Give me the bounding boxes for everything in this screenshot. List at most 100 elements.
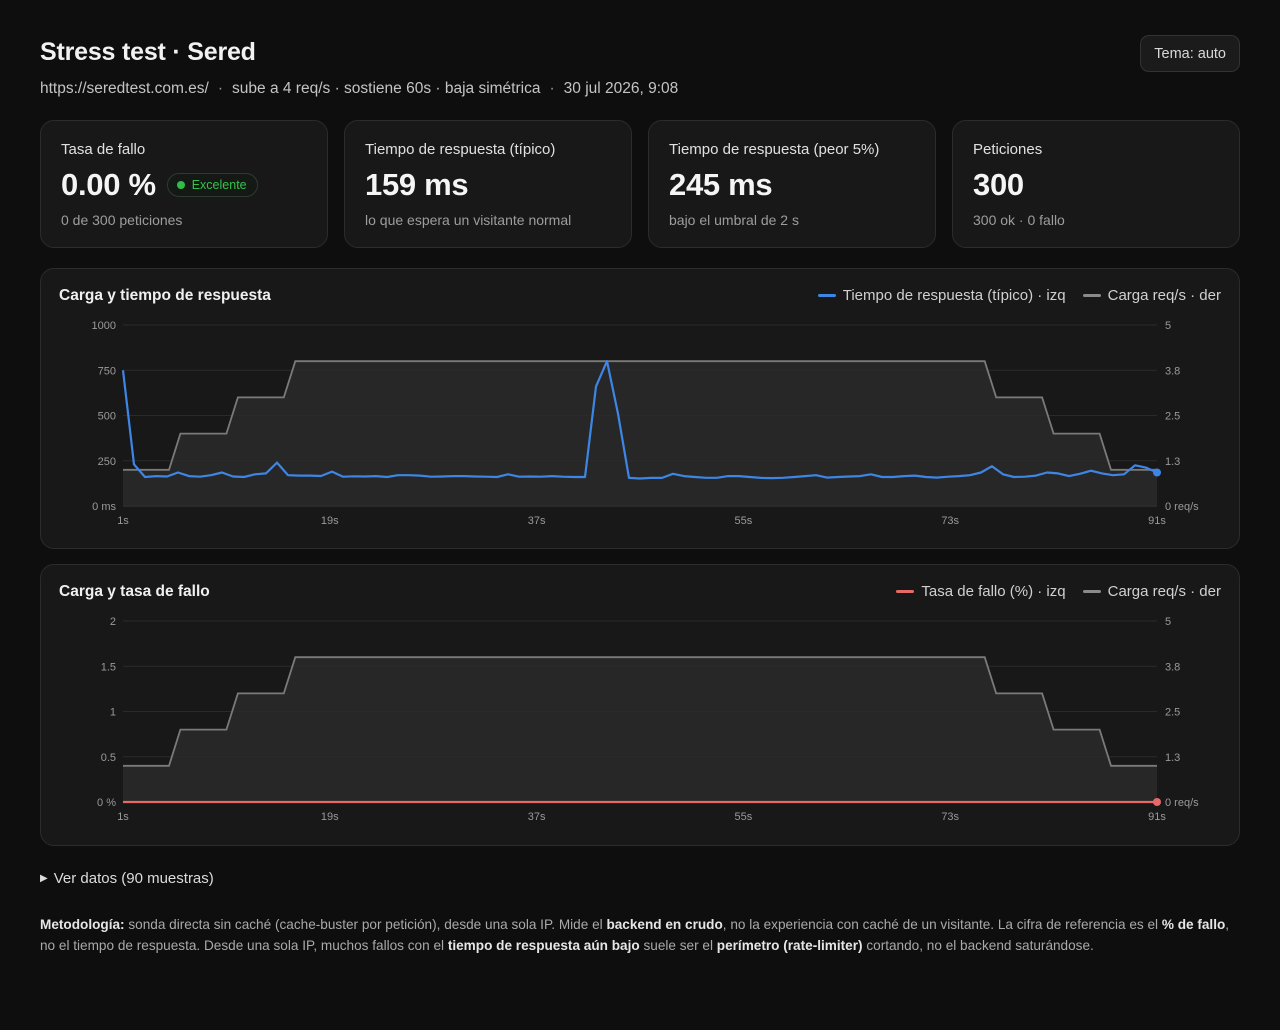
chart-legend: Tasa de fallo (%) · izq Carga req/s · de… xyxy=(879,583,1221,600)
legend-swatch-icon xyxy=(896,590,915,593)
legend-label: Carga req/s · der xyxy=(1107,287,1221,304)
card-requests: Peticiones 300 300 ok · 0 fallo xyxy=(952,120,1240,248)
methodology-emphasis: perímetro (rate-limiter) xyxy=(716,938,863,953)
details-toggle[interactable]: ▶ Ver datos (90 muestras) xyxy=(40,870,214,887)
x-tick-label: 55s xyxy=(735,515,753,527)
load-series-line xyxy=(123,360,1157,471)
status-badge-label: Excelente xyxy=(191,178,247,192)
y-left-tick-label: 250 xyxy=(98,456,116,468)
theme-toggle-button[interactable]: Tema: auto xyxy=(1140,35,1240,72)
methodology-fragment: suele ser el xyxy=(639,938,717,953)
card-failure-rate: Tasa de fallo 0.00 % Excelente 0 de 300 … xyxy=(40,120,328,248)
status-dot-icon xyxy=(176,181,185,189)
methodology-emphasis: % de fallo xyxy=(1161,917,1226,932)
legend-item-response-time[interactable]: Tiempo de respuesta (típico) · izq xyxy=(817,287,1066,304)
chart-title: Carga y tiempo de respuesta xyxy=(59,287,271,304)
legend-swatch-icon xyxy=(1082,294,1101,297)
x-tick-label: 91s xyxy=(1148,811,1166,823)
series-end-point xyxy=(1153,798,1161,806)
x-tick-label: 19s xyxy=(321,515,339,527)
x-tick-label: 55s xyxy=(735,811,753,823)
y-left-tick-label: 1 xyxy=(110,707,116,719)
y-left-tick-label: 0 % xyxy=(97,797,116,809)
load-series-line xyxy=(123,656,1157,767)
y-left-tick-label: 1000 xyxy=(92,320,116,332)
legend-swatch-icon xyxy=(817,294,836,297)
page-title: Stress test · Sered xyxy=(40,38,256,66)
card-label: Tiempo de respuesta (típico) xyxy=(365,141,556,158)
y-right-tick-label: 5 xyxy=(1165,616,1171,628)
legend-swatch-icon xyxy=(1082,590,1101,593)
y-left-tick-label: 1.5 xyxy=(101,661,116,673)
load-profile: sube a 4 req/s · sostiene 60s · baja sim… xyxy=(232,80,541,97)
card-label: Peticiones xyxy=(973,141,1043,158)
card-value: 300 xyxy=(973,167,1024,202)
card-subtext: 0 de 300 peticiones xyxy=(61,212,183,228)
chart-failure-rate: 0 % 0 req/s 0.5 1.3 1 2.5 1.5 3.8 2 5 1s 19s 37s 55s 7… xyxy=(97,616,1199,823)
y-right-tick-label: 2.5 xyxy=(1165,707,1180,719)
card-response-typical: Tiempo de respuesta (típico) 159 ms lo q… xyxy=(344,120,632,248)
y-right-tick-label: 3.8 xyxy=(1165,661,1180,673)
load-area xyxy=(123,361,1157,506)
details-label: Ver datos (90 muestras) xyxy=(53,870,214,887)
legend-label: Tiempo de respuesta (típico) · izq xyxy=(842,287,1066,304)
methodology-emphasis: tiempo de respuesta aún bajo xyxy=(447,938,640,953)
legend-item-load[interactable]: Carga req/s · der xyxy=(1082,583,1221,600)
y-left-tick-label: 0.5 xyxy=(101,752,116,764)
x-tick-label: 1s xyxy=(117,811,129,823)
methodology-text: Metodología: sonda directa sin caché (ca… xyxy=(40,914,1242,956)
y-right-tick-label: 3.8 xyxy=(1165,365,1180,377)
page-subtitle: https://seredtest.com.es/ · sube a 4 req… xyxy=(40,80,1240,98)
triangle-right-icon: ▶ xyxy=(40,873,48,884)
y-right-tick-label: 0 req/s xyxy=(1165,797,1199,809)
series-end-point xyxy=(1153,468,1161,477)
x-tick-label: 91s xyxy=(1148,515,1166,527)
load-area xyxy=(123,657,1157,802)
card-value: 159 ms xyxy=(365,167,469,202)
card-response-p95: Tiempo de respuesta (peor 5%) 245 ms baj… xyxy=(648,120,936,248)
y-right-tick-label: 2.5 xyxy=(1165,411,1180,423)
separator: · xyxy=(217,80,224,97)
card-label: Tasa de fallo xyxy=(61,141,146,158)
methodology-emphasis: backend en crudo xyxy=(606,917,723,932)
card-subtext: 300 ok · 0 fallo xyxy=(973,212,1065,228)
card-value: 0.00 % xyxy=(61,167,156,202)
methodology-fragment: sonda directa sin caché (cache-buster po… xyxy=(124,917,607,932)
chart-panel-response-time: 0 ms 0 req/s 250 1.3 500 2.5 750 3.8 1000 5 1s 19s 3… xyxy=(40,268,1240,549)
y-left-tick-label: 500 xyxy=(98,411,116,423)
page-header: Stress test · Sered https://seredtest.co… xyxy=(40,35,1240,98)
legend-label: Carga req/s · der xyxy=(1107,583,1221,600)
card-value: 245 ms xyxy=(669,167,773,202)
target-url: https://seredtest.com.es/ xyxy=(40,80,209,97)
x-tick-label: 19s xyxy=(321,811,339,823)
x-tick-label: 73s xyxy=(941,811,959,823)
methodology-fragment: , no la experiencia con caché de un visi… xyxy=(722,917,1162,932)
y-right-tick-label: 0 req/s xyxy=(1165,501,1199,513)
summary-cards: Tasa de fallo 0.00 % Excelente 0 de 300 … xyxy=(40,120,1240,248)
card-subtext: lo que espera un visitante normal xyxy=(365,212,572,228)
chart-title: Carga y tasa de fallo xyxy=(59,583,210,600)
card-label: Tiempo de respuesta (peor 5%) xyxy=(669,141,880,158)
run-date: 30 jul 2026, 9:08 xyxy=(563,80,679,97)
x-tick-label: 1s xyxy=(117,515,129,527)
separator: · xyxy=(549,80,555,97)
y-left-tick-label: 750 xyxy=(98,365,116,377)
y-right-tick-label: 1.3 xyxy=(1165,456,1180,468)
legend-item-failure-rate[interactable]: Tasa de fallo (%) · izq xyxy=(896,583,1066,600)
chart-response-time: 0 ms 0 req/s 250 1.3 500 2.5 750 3.8 1000 5 1s 19s 3… xyxy=(92,320,1200,527)
primary-series-line xyxy=(121,360,1158,480)
methodology-fragment: , no el tiempo de respuesta. Desde una s… xyxy=(40,917,1230,953)
legend-label: Tasa de fallo (%) · izq xyxy=(921,583,1066,600)
chart-panel-failure-rate: 0 % 0 req/s 0.5 1.3 1 2.5 1.5 3.8 2 5 1s 19s 37s 55s 7… xyxy=(40,564,1240,846)
x-tick-label: 73s xyxy=(941,515,959,527)
x-tick-label: 37s xyxy=(528,515,546,527)
y-left-tick-label: 0 ms xyxy=(92,501,116,513)
legend-item-load[interactable]: Carga req/s · der xyxy=(1082,287,1221,304)
card-subtext: bajo el umbral de 2 s xyxy=(669,212,799,228)
chart-legend: Tiempo de respuesta (típico) · izq Carga… xyxy=(801,287,1221,304)
methodology-fragment: cortando, no el backend saturándose. xyxy=(862,938,1094,953)
methodology-label: Metodología: xyxy=(40,917,125,932)
y-right-tick-label: 1.3 xyxy=(1165,752,1180,764)
y-right-tick-label: 5 xyxy=(1165,320,1171,332)
status-badge: Excelente xyxy=(166,173,258,197)
